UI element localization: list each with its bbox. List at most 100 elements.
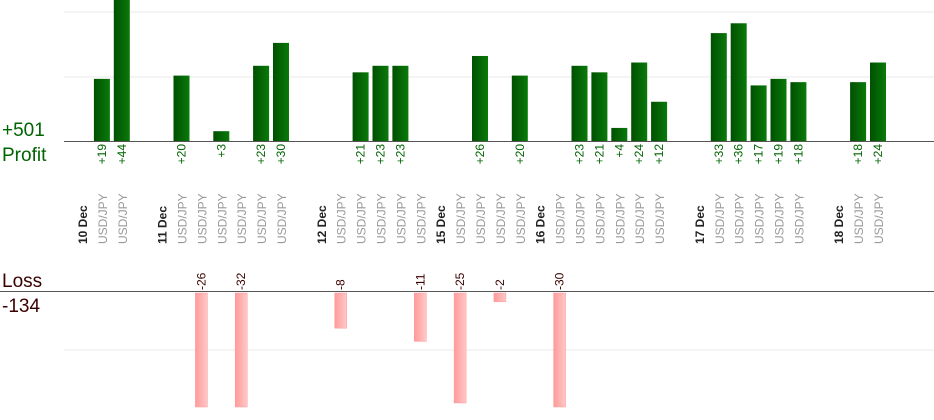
pair-label: USD/JPY [613,193,627,244]
profit-value-label: +18 [851,144,865,165]
pair-label: USD/JPY [633,193,647,244]
loss-value-label: -8 [334,279,348,290]
pair-label: USD/JPY [733,193,747,244]
loss-bars [195,292,566,408]
profit-bar [93,78,110,141]
loss-value-label: -30 [553,272,567,290]
profit-value-label: +19 [95,144,109,165]
loss-value-label: -32 [234,272,248,290]
profit-value-label: +20 [175,144,189,165]
date-label: 15 Dec [434,205,448,244]
profit-value-label: +23 [374,144,388,165]
grid-lines [64,11,934,351]
date-label: 18 Dec [832,205,846,244]
loss-value-label: -26 [194,272,208,290]
pair-label: USD/JPY [554,193,568,244]
profit-value-label: +36 [732,144,746,165]
loss-bar [453,292,467,404]
loss-bar [195,292,208,408]
pair-label: USD/JPY [454,193,468,244]
date-label: 16 Dec [534,205,548,244]
pair-label: USD/JPY [753,193,767,244]
profit-bar [790,82,807,141]
pair-label: USD/JPY [375,193,389,244]
pair-label: USD/JPY [195,193,209,244]
profit-value-label: +23 [254,144,268,165]
profit-bar [511,75,528,141]
profit-bar [213,131,230,141]
pair-label: USD/JPY [872,193,886,244]
loss-bar [234,292,248,408]
profit-bar [750,85,767,141]
profit-value-label: +33 [712,144,726,165]
pair-label: USD/JPY [275,193,289,244]
pair-label: USD/JPY [514,193,528,244]
profit-value-label: +24 [632,144,646,165]
column-labels: 10 Dec USD/JPY +19 USD/JPY +44 11 Dec USD/JPY +… [76,144,886,290]
pair-label: USD/JPY [96,193,110,244]
profit-value-label: +44 [115,144,129,165]
profit-bar [352,72,369,141]
pair-label: USD/JPY [494,193,508,244]
pair-label: USD/JPY [394,193,408,244]
profit-label: Profit [2,145,47,166]
pair-label: USD/JPY [255,193,269,244]
profit-value-label: +26 [473,144,487,165]
loss-bar [334,292,347,329]
loss-total: -134 [2,296,41,317]
profit-bar [770,78,787,141]
loss-value-label: -25 [453,272,467,290]
profit-value-label: +4 [612,144,626,158]
date-label: 10 Dec [76,205,90,244]
profit-bar [730,23,747,142]
date-label: 17 Dec [693,205,707,244]
profit-value-label: +20 [513,144,527,165]
profit-bar [392,65,409,141]
pair-label: USD/JPY [653,193,667,244]
pair-label: USD/JPY [593,193,607,244]
profit-value-label: +23 [573,144,587,165]
date-label: 12 Dec [315,205,329,244]
profit-bar [173,75,190,141]
pair-label: USD/JPY [574,193,588,244]
profit-value-label: +18 [791,144,805,165]
loss-label: Loss [2,271,43,292]
profit-bar [253,65,270,141]
profit-value-label: +24 [871,144,885,165]
profit-value-label: +17 [752,144,766,165]
pair-label: USD/JPY [335,193,349,244]
profit-value-label: +21 [354,144,368,165]
profit-value-label: +21 [592,144,606,165]
profit-total: +501 [2,120,45,141]
pair-label: USD/JPY [414,193,428,244]
profit-bar [591,72,608,141]
pair-label: USD/JPY [792,193,806,244]
pair-label: USD/JPY [215,193,229,244]
profit-value-label: +30 [274,144,288,165]
profit-bars [93,0,886,142]
profit-bar [850,82,867,141]
pair-label: USD/JPY [713,193,727,244]
profit-value-label: +19 [772,144,786,165]
profit-bar [472,55,488,142]
pair-label: USD/JPY [355,193,369,244]
profit-bar [113,0,130,141]
profit-bar [710,33,727,142]
profit-bar [651,101,668,141]
pair-label: USD/JPY [235,193,249,244]
pair-label: USD/JPY [773,193,787,244]
profit-value-label: +12 [652,144,666,165]
loss-bar [414,292,427,342]
profit-value-label: +23 [393,144,407,165]
profit-bar [372,65,389,141]
pair-label: USD/JPY [852,193,866,244]
profit-bar [870,62,886,141]
loss-value-label: -11 [413,273,427,290]
profit-value-label: +3 [214,144,228,158]
date-label: 11 Dec [156,206,170,244]
profit-bar [611,127,628,141]
axes [0,141,934,292]
pair-label: USD/JPY [176,193,190,244]
profit-bar [631,62,648,141]
